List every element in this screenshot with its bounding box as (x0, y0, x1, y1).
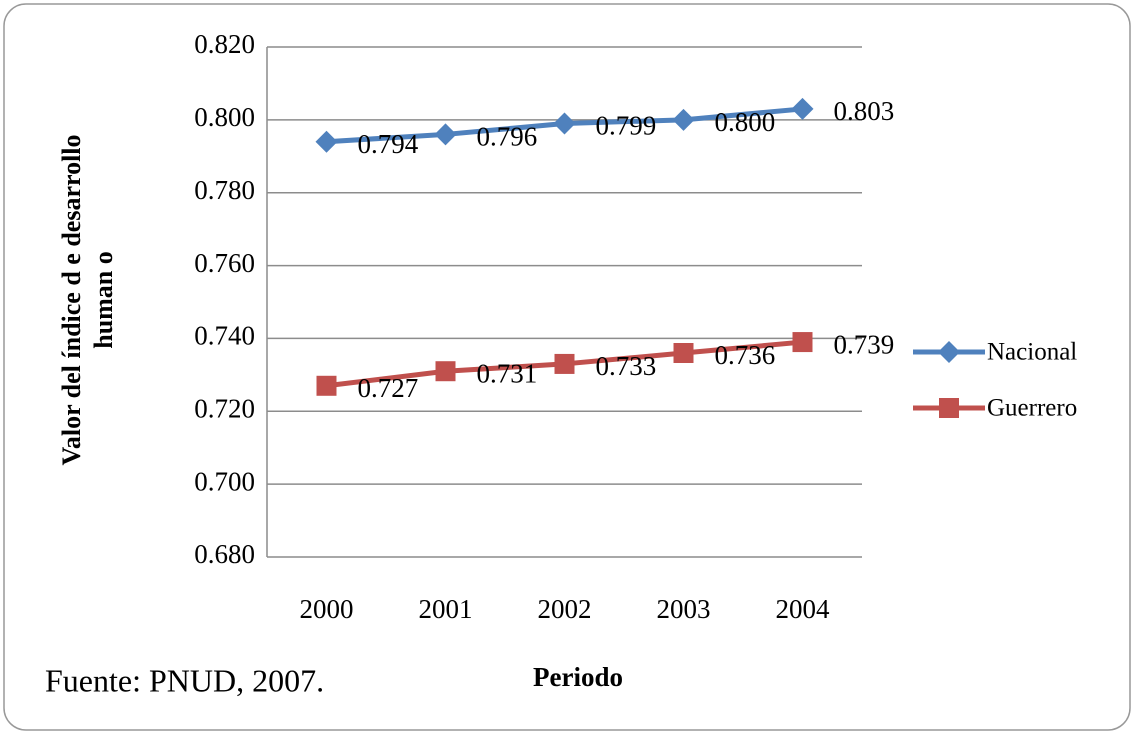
marker-diamond (791, 97, 814, 120)
data-label: 0.794 (358, 129, 419, 159)
marker-square (673, 343, 694, 363)
y-tick-label: 0.700 (194, 466, 255, 496)
data-label: 0.796 (477, 122, 538, 152)
marker-square (554, 353, 575, 374)
y-axis-title-line: human o (89, 251, 118, 349)
x-tick-label: 2002 (538, 594, 592, 624)
chart-border (3, 3, 1131, 731)
y-tick-label: 0.780 (194, 175, 255, 205)
marker-diamond (553, 112, 576, 135)
y-tick-label: 0.820 (194, 29, 255, 59)
y-tick-label: 0.760 (194, 248, 255, 278)
marker-square (316, 375, 337, 396)
x-tick-label: 2001 (419, 594, 473, 624)
marker-diamond (672, 108, 695, 131)
y-tick-label: 0.800 (194, 102, 255, 132)
y-tick-label: 0.740 (194, 321, 255, 351)
legend-label: Nacional (987, 339, 1077, 366)
source-note: Fuente: PNUD, 2007. (45, 662, 324, 698)
data-label: 0.799 (596, 111, 657, 141)
y-axis-title-line: Valor del índice d e desarrollo (57, 134, 86, 465)
x-tick-label: 2000 (300, 594, 354, 624)
x-tick-label: 2004 (776, 594, 831, 624)
marker-square (792, 332, 813, 353)
y-axis-title: Valor del índice d e desarrollo human o (57, 134, 118, 465)
legend-label: Guerrero (987, 395, 1077, 422)
data-label: 0.736 (715, 340, 776, 370)
data-label: 0.800 (715, 107, 776, 137)
data-label: 0.727 (358, 373, 419, 403)
marker-square (435, 361, 456, 382)
marker-diamond (315, 130, 338, 153)
x-tick-label: 2003 (657, 594, 711, 624)
data-label: 0.803 (834, 96, 895, 126)
y-tick-label: 0.720 (194, 393, 255, 423)
marker-diamond (938, 341, 960, 363)
data-label: 0.733 (596, 351, 657, 381)
marker-diamond (434, 123, 457, 146)
x-axis-title: Periodo (533, 662, 623, 692)
y-tick-label: 0.680 (194, 539, 255, 569)
marker-square (939, 398, 959, 418)
data-label: 0.731 (477, 358, 538, 388)
data-label: 0.739 (834, 329, 895, 359)
